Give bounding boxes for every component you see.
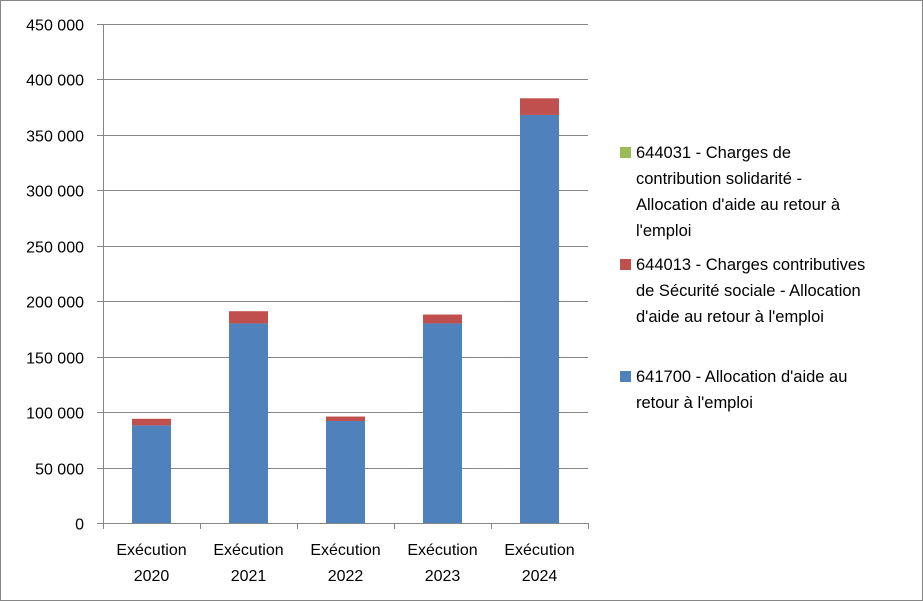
x-tick-label: 2022	[328, 568, 364, 585]
x-tick-label: Exécution	[504, 542, 574, 559]
axes	[97, 24, 589, 529]
x-tick-label: Exécution	[310, 542, 380, 559]
x-tick-label: Exécution	[116, 542, 186, 559]
bar-segment-series-0	[326, 420, 365, 523]
x-tick-label: 2020	[134, 568, 170, 585]
x-tick-label: 2024	[522, 568, 558, 585]
x-axis-tick-labels: Exécution 2020 Exécution 2021 Exécution 2022 E…	[116, 542, 574, 585]
y-tick-label: 50 000	[35, 462, 84, 479]
bar-segment-series-0	[423, 323, 462, 523]
legend-label-line: 644013 - Charges contributives	[636, 256, 866, 274]
legend-label-line: de Sécurité sociale - Allocation	[636, 282, 861, 300]
x-tick-label: 2021	[231, 568, 267, 585]
legend-label-line: contribution solidarité -	[636, 170, 802, 188]
bar-segment-series-1	[229, 311, 268, 324]
y-tick-label: 100 000	[26, 406, 84, 423]
bar-segment-series-1	[423, 314, 462, 324]
bars	[132, 98, 559, 523]
legend-label-line: l'emploi	[636, 222, 692, 240]
legend-swatch-644031	[620, 147, 631, 158]
y-axis-tick-labels: 0 50 000 100 000 150 000 200 000 250 000 300 0…	[26, 18, 84, 534]
legend-label-line: Allocation d'aide au retour à	[636, 196, 841, 214]
legend-label-line: 644031 - Charges de	[636, 144, 792, 162]
legend-label-line: 641700 - Allocation d'aide au	[636, 368, 848, 386]
bar-segment-series-1	[132, 418, 171, 426]
y-tick-label: 400 000	[26, 73, 84, 90]
y-tick-label: 0	[75, 517, 84, 534]
y-tick-label: 450 000	[26, 18, 84, 35]
legend-label-line: retour à l'emploi	[636, 394, 753, 412]
y-tick-label: 250 000	[26, 240, 84, 257]
y-tick-label: 300 000	[26, 184, 84, 201]
y-tick-label: 350 000	[26, 129, 84, 146]
gridlines	[103, 24, 588, 469]
bar-segment-series-1	[520, 98, 559, 115]
legend-swatch-644013	[620, 259, 631, 270]
legend-label-644013: 644013 - Charges contributives de Sécuri…	[636, 252, 916, 330]
bar-segment-series-1	[326, 416, 365, 421]
y-tick-label: 200 000	[26, 295, 84, 312]
bar-segment-series-0	[229, 323, 268, 523]
x-tick-label: Exécution	[213, 542, 283, 559]
legend-swatch-641700	[620, 371, 631, 382]
bar-segment-series-0	[520, 114, 559, 523]
x-tick-label: 2023	[425, 568, 461, 585]
legend-label-641700: 641700 - Allocation d'aide au retour à l…	[636, 364, 916, 416]
y-tick-label: 150 000	[26, 351, 84, 368]
x-tick-label: Exécution	[407, 542, 477, 559]
legend-label-644031: 644031 - Charges de contribution solidar…	[636, 140, 916, 244]
legend-label-line: d'aide au retour à l'emploi	[636, 308, 824, 326]
bar-segment-series-0	[132, 425, 171, 523]
